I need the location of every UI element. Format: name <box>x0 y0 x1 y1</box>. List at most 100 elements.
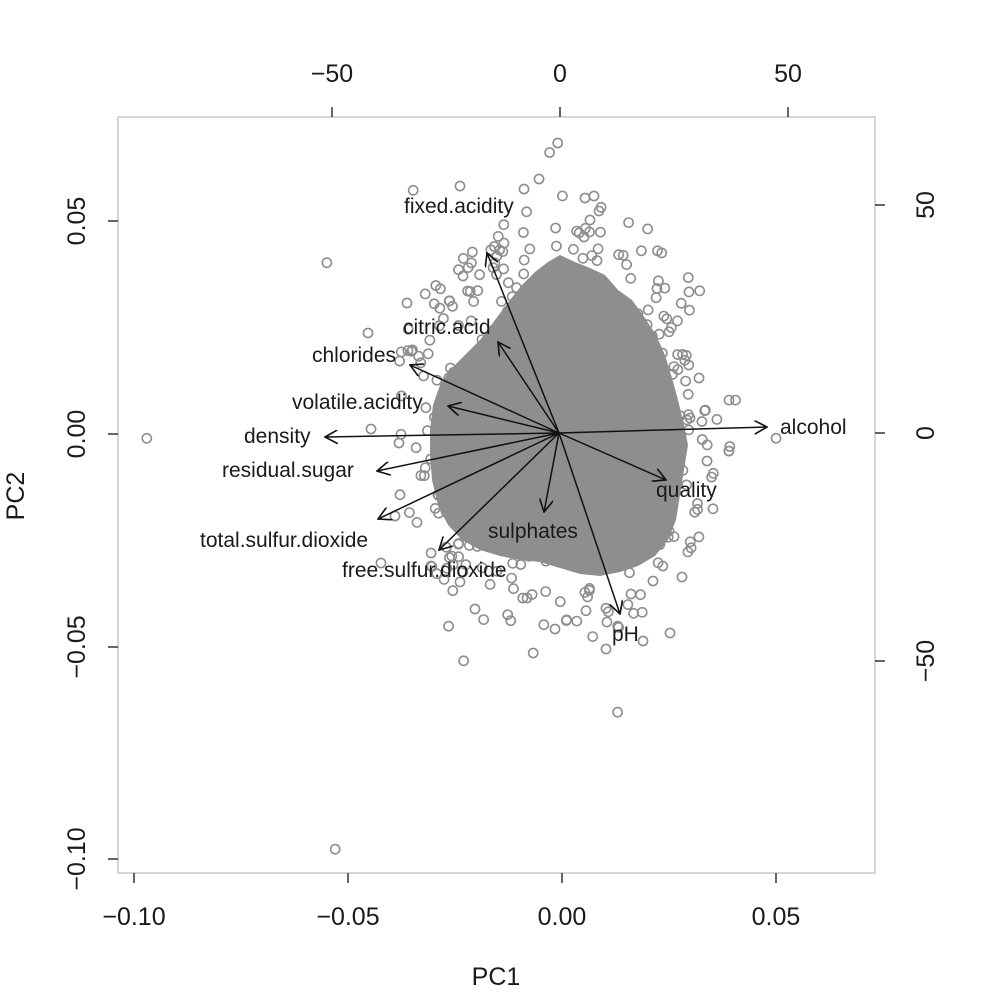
data-point <box>425 560 437 572</box>
data-point <box>645 483 657 494</box>
data-point <box>694 285 706 297</box>
data-point <box>637 635 649 647</box>
data-point <box>561 373 573 384</box>
data-point <box>518 541 530 553</box>
data-point <box>631 414 643 426</box>
data-point <box>422 348 434 360</box>
data-point <box>433 320 445 332</box>
data-point <box>524 456 536 468</box>
data-point <box>603 545 615 557</box>
data-point <box>406 345 417 357</box>
data-point <box>542 299 553 311</box>
data-point <box>642 223 653 235</box>
data-point <box>680 375 691 387</box>
data-point <box>487 426 499 438</box>
arrow-chlorides <box>410 365 560 434</box>
data-point <box>606 438 618 450</box>
data-point <box>628 480 640 492</box>
label-density: density <box>244 425 311 448</box>
data-point <box>433 409 444 421</box>
data-point <box>465 257 477 269</box>
data-point <box>582 371 594 383</box>
data-point <box>407 184 419 196</box>
data-point <box>666 399 678 411</box>
data-point <box>583 388 595 400</box>
data-point <box>689 506 701 518</box>
data-point <box>597 446 609 458</box>
data-point <box>598 525 610 536</box>
data-point <box>517 389 529 401</box>
data-point <box>659 282 671 294</box>
data-point <box>488 503 500 514</box>
data-point <box>395 390 407 402</box>
data-point <box>597 397 609 409</box>
data-point <box>612 475 623 486</box>
data-point <box>463 476 475 488</box>
data-point <box>624 374 636 386</box>
data-point <box>492 230 504 242</box>
y-tick-label: −0.10 <box>63 827 91 890</box>
data-point <box>502 441 513 452</box>
data-point <box>586 250 598 261</box>
data-point <box>447 559 459 570</box>
data-point <box>395 346 407 358</box>
data-point <box>465 477 476 489</box>
data-point <box>546 528 558 540</box>
data-point <box>551 486 562 498</box>
data-point <box>619 440 630 452</box>
data-point <box>447 585 459 597</box>
data-point <box>474 368 486 380</box>
data-point <box>394 489 406 501</box>
data-point <box>474 372 485 383</box>
data-point <box>544 487 555 498</box>
data-point <box>701 439 713 451</box>
data-point <box>595 226 606 238</box>
data-point <box>511 282 522 294</box>
data-point <box>613 622 624 633</box>
data-point <box>628 444 640 456</box>
data-point <box>497 371 509 383</box>
data-point <box>468 456 480 468</box>
data-point <box>592 454 604 466</box>
x-tick-label: 0.05 <box>752 903 801 931</box>
data-point <box>403 507 415 518</box>
data-point <box>623 407 635 419</box>
data-point <box>541 277 553 289</box>
data-point <box>634 455 646 467</box>
data-point <box>551 403 563 414</box>
label-citric-acid: citric.acid <box>403 316 491 339</box>
data-point <box>617 249 629 261</box>
data-point <box>453 538 465 549</box>
data-point <box>560 479 572 491</box>
data-point <box>461 366 473 378</box>
x-tick-label: −0.10 <box>102 903 165 931</box>
data-point <box>676 571 688 583</box>
top-tick-label: −50 <box>311 60 353 88</box>
data-point <box>567 360 579 371</box>
data-point <box>544 292 556 303</box>
data-point <box>692 503 703 515</box>
data-point <box>468 374 480 386</box>
data-point <box>507 529 518 541</box>
data-point <box>581 465 593 477</box>
data-point <box>595 507 607 519</box>
data-point <box>696 434 708 445</box>
data-point <box>684 304 695 316</box>
data-point <box>508 374 519 386</box>
data-point <box>491 565 503 577</box>
data-point <box>141 432 153 444</box>
data-point <box>516 520 528 532</box>
data-point <box>575 409 587 421</box>
data-point <box>572 379 584 390</box>
data-point <box>502 400 514 412</box>
data-point <box>625 588 637 600</box>
data-point <box>572 458 584 469</box>
data-point <box>549 320 561 332</box>
data-point <box>447 366 459 378</box>
data-point <box>524 243 536 255</box>
data-point <box>701 455 713 467</box>
data-point <box>608 399 620 410</box>
data-point <box>443 295 455 307</box>
data-point <box>573 292 585 304</box>
